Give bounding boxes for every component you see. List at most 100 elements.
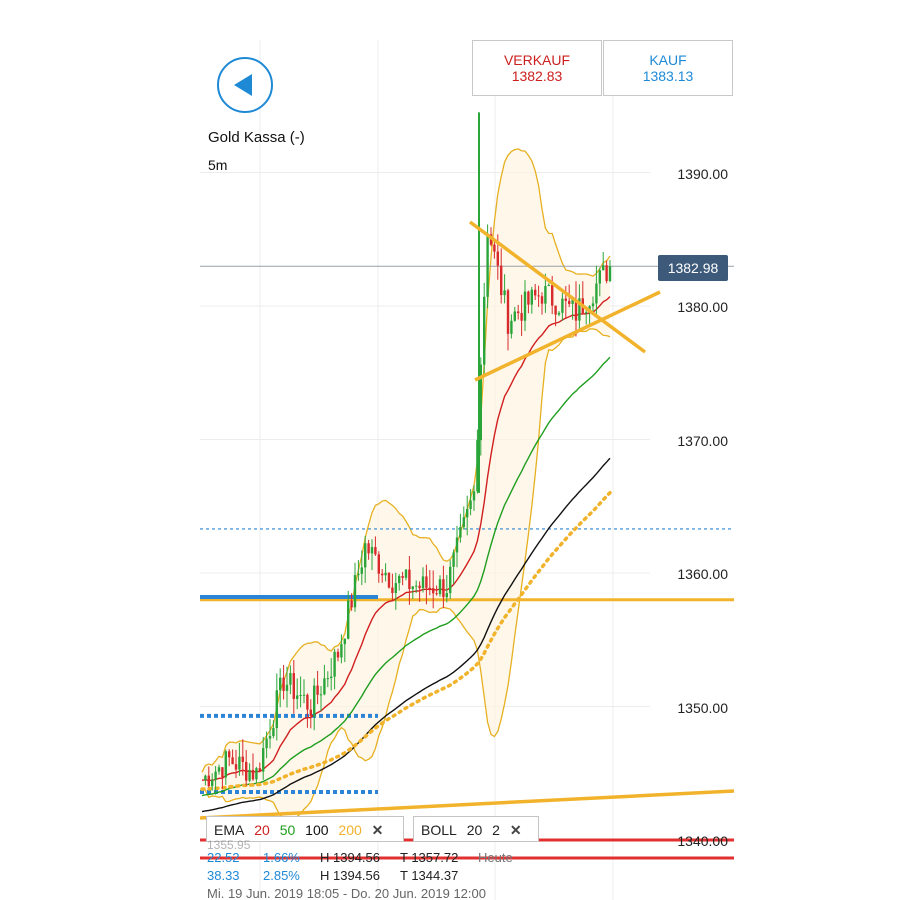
sell-label: VERKAUF xyxy=(503,52,571,68)
ema-50-line xyxy=(201,356,611,797)
date-range: Mi. 19 Jun. 2019 18:05 - Do. 20 Jun. 201… xyxy=(207,886,486,900)
candle-body xyxy=(428,587,431,589)
ema-period-100: 100 xyxy=(305,822,329,838)
candle-body xyxy=(214,771,217,780)
back-button[interactable] xyxy=(217,57,273,113)
bollinger-band-fill xyxy=(202,148,610,819)
trendline-support xyxy=(474,290,661,382)
ema-label: EMA xyxy=(214,822,245,838)
boll-indicator-chip[interactable]: BOLL 20 2 ✕ xyxy=(413,816,539,842)
candle-body xyxy=(234,764,238,770)
candle-body xyxy=(238,756,241,770)
buy-label: KAUF xyxy=(649,52,687,68)
y-tick-label: 1370.00 xyxy=(677,433,728,449)
candle-body xyxy=(459,527,462,538)
candle-body xyxy=(384,572,387,576)
instrument-title: Gold Kassa (-) xyxy=(208,129,305,146)
candle-body xyxy=(285,684,289,691)
candle-body xyxy=(296,695,299,699)
candle-body xyxy=(513,311,516,321)
stats-percent-1: 1.66% xyxy=(263,850,300,865)
candle-body xyxy=(591,303,595,307)
candle-body xyxy=(476,440,479,492)
candle-body xyxy=(326,678,329,680)
candle-body xyxy=(578,298,581,321)
candle-body xyxy=(445,593,448,598)
candle-body xyxy=(245,761,248,781)
candle-body xyxy=(340,644,343,658)
candle-body xyxy=(411,586,414,589)
candle-body xyxy=(483,296,486,365)
candle-body xyxy=(496,251,499,266)
candle-body xyxy=(435,593,438,595)
candle-body xyxy=(231,757,234,765)
candle-body xyxy=(415,585,418,587)
trading-app: Gold Kassa (-) 5m VERKAUF 1382.83 KAUF 1… xyxy=(200,0,734,900)
close-icon[interactable]: ✕ xyxy=(509,822,522,838)
close-icon[interactable]: ✕ xyxy=(371,822,384,838)
candle-body xyxy=(472,491,476,501)
ema-indicator-chip[interactable]: EMA 20 50 100 200 ✕ xyxy=(206,816,404,842)
candle-body xyxy=(248,769,251,781)
ema-20-line xyxy=(201,296,611,782)
y-tick-label: 1350.00 xyxy=(677,700,728,716)
candle-body xyxy=(408,569,411,589)
y-tick-label: 1380.00 xyxy=(677,299,728,315)
candle-body xyxy=(370,547,374,554)
candle-body xyxy=(224,751,227,778)
candle-body xyxy=(258,768,261,772)
stats-high-1: H 1394.56 xyxy=(320,850,380,865)
candle-body xyxy=(255,768,258,780)
candle-body xyxy=(336,651,340,658)
sell-price: 1382.83 xyxy=(511,68,563,84)
candle-body xyxy=(404,569,408,578)
candle-body xyxy=(418,585,421,589)
candle-body xyxy=(486,234,489,297)
stats-change-2: 38.33 xyxy=(207,868,240,883)
candle-body xyxy=(228,751,231,758)
price-chart[interactable] xyxy=(200,0,734,900)
candle-body xyxy=(306,694,309,710)
candle-body xyxy=(347,600,350,639)
interval-label[interactable]: 5m xyxy=(208,157,228,173)
candle-body xyxy=(282,677,285,691)
bollinger-lower-line xyxy=(201,328,611,820)
candle-body xyxy=(377,554,380,574)
candle-body xyxy=(540,296,544,304)
candle-body xyxy=(564,298,567,301)
candle-body xyxy=(367,543,370,554)
candle-body xyxy=(268,736,272,739)
candle-body xyxy=(466,508,469,518)
candle-body xyxy=(353,575,357,608)
candle-body xyxy=(547,285,550,287)
buy-button[interactable]: KAUF 1383.13 xyxy=(603,40,733,96)
boll-deviation: 2 xyxy=(492,822,500,838)
candle-body xyxy=(211,779,214,787)
candle-body xyxy=(357,573,360,576)
y-tick-label: 1340.00 xyxy=(677,833,728,849)
candle-body xyxy=(506,290,510,334)
candle-body xyxy=(343,638,346,645)
candle-body xyxy=(534,289,537,296)
trendline-resistance xyxy=(468,220,647,354)
ema-200-line xyxy=(200,490,612,791)
candle-body xyxy=(493,244,496,252)
stats-percent-2: 2.85% xyxy=(263,868,300,883)
candle-body xyxy=(469,500,472,509)
stats-high-2: H 1394.56 xyxy=(320,868,380,883)
candle-body xyxy=(432,588,435,594)
candle-body xyxy=(557,312,561,315)
candle-body xyxy=(350,600,353,608)
candle-body xyxy=(217,767,221,772)
current-price-tag: 1382.98 xyxy=(658,255,728,281)
candle-body xyxy=(605,265,608,282)
candle-body xyxy=(316,685,319,695)
candle-body xyxy=(302,694,306,696)
candle-body xyxy=(289,673,292,685)
stats-partial-value: 1355.95 xyxy=(207,838,251,852)
candle-body xyxy=(517,311,520,314)
candle-body xyxy=(568,300,571,304)
sell-button[interactable]: VERKAUF 1382.83 xyxy=(472,40,602,96)
candle-body xyxy=(275,690,278,729)
stats-change-1: 22.52 xyxy=(207,850,240,865)
